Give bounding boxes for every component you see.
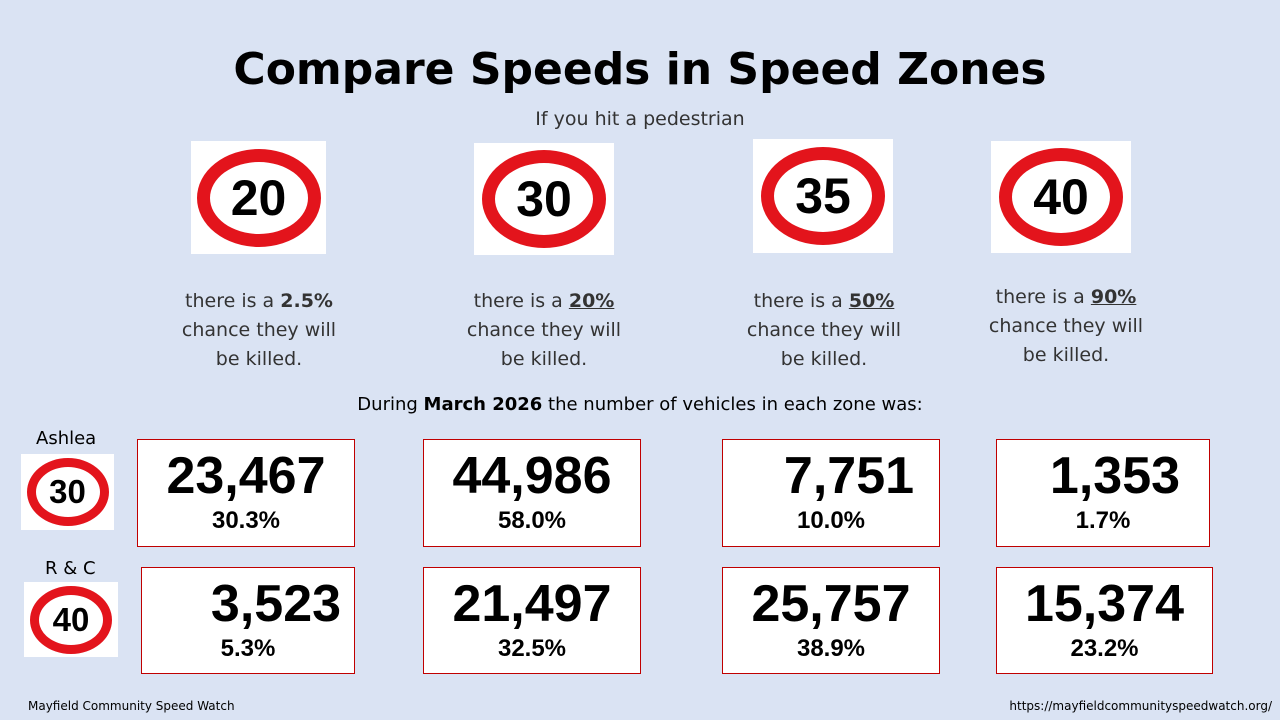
- speed-sign-35-label: 35: [761, 147, 885, 245]
- risk-line3: be killed.: [500, 348, 588, 370]
- count-card: 3,523 5.3%: [141, 567, 355, 674]
- vehicle-count: 23,467: [166, 447, 326, 505]
- vehicle-percent: 23.2%: [1070, 635, 1139, 662]
- speed-sign-20: 20: [191, 141, 326, 254]
- footer-url[interactable]: https://mayfieldcommunityspeedwatch.org/: [1009, 699, 1272, 713]
- count-card: 23,467 30.3%: [137, 439, 355, 547]
- vehicle-count: 15,374: [1024, 575, 1185, 633]
- vehicle-count: 25,757: [751, 575, 911, 633]
- count-card: 7,751 10.0%: [722, 439, 940, 547]
- vehicle-percent: 58.0%: [497, 507, 567, 534]
- risk-value: 2.5%: [280, 290, 333, 312]
- period-suffix: the number of vehicles in each zone was:: [542, 394, 923, 415]
- count-card: 21,497 32.5%: [423, 567, 641, 674]
- risk-text-30: there is a 20% chance they will be kille…: [424, 287, 664, 374]
- vehicle-count: 44,986: [452, 447, 612, 505]
- vehicle-count: 3,523: [210, 575, 342, 633]
- risk-line2: chance they will: [466, 319, 622, 341]
- risk-value: 50%: [848, 290, 895, 312]
- vehicle-percent: 30.3%: [211, 507, 281, 534]
- page-title: Compare Speeds in Speed Zones: [233, 44, 1047, 95]
- zone-sign-ashlea-label: 30: [26, 458, 109, 526]
- subtitle: If you hit a pedestrian: [535, 108, 745, 130]
- vehicle-count: 7,751: [783, 447, 915, 505]
- speed-sign-30-label: 30: [482, 150, 606, 248]
- risk-line2: chance they will: [181, 319, 337, 341]
- zone-label-ashlea: Ashlea: [36, 428, 97, 449]
- speed-sign-30: 30: [474, 143, 614, 255]
- vehicle-percent: 38.9%: [796, 635, 866, 662]
- risk-prefix: there is a: [753, 290, 849, 312]
- zone-sign-r-and-c: 40: [24, 582, 118, 657]
- zone-sign-ashlea: 30: [21, 454, 114, 530]
- speed-sign-40-label: 40: [999, 148, 1123, 246]
- period-prefix: During: [357, 394, 424, 415]
- risk-prefix: there is a: [473, 290, 569, 312]
- vehicle-count: 1,353: [1049, 447, 1181, 505]
- count-card: 44,986 58.0%: [423, 439, 641, 547]
- risk-value: 20%: [568, 290, 615, 312]
- risk-prefix: there is a: [995, 286, 1091, 308]
- risk-line3: be killed.: [215, 348, 303, 370]
- speed-sign-40: 40: [991, 141, 1131, 253]
- period-month: March 2026: [423, 394, 543, 415]
- footer-org-name: Mayfield Community Speed Watch: [28, 699, 235, 713]
- period-heading: During March 2026 the number of vehicles…: [0, 394, 1280, 415]
- count-card: 15,374 23.2%: [996, 567, 1213, 674]
- risk-line3: be killed.: [1022, 344, 1110, 366]
- count-card: 25,757 38.9%: [722, 567, 940, 674]
- speed-sign-20-label: 20: [196, 148, 321, 247]
- zone-sign-r-and-c-label: 40: [30, 585, 112, 654]
- count-card: 1,353 1.7%: [996, 439, 1210, 547]
- speed-sign-35: 35: [753, 139, 893, 253]
- risk-text-40: there is a 90% chance they will be kille…: [946, 283, 1186, 370]
- risk-line2: chance they will: [746, 319, 902, 341]
- vehicle-percent: 10.0%: [796, 507, 866, 534]
- risk-text-20: there is a 2.5% chance they will be kill…: [139, 287, 379, 374]
- zone-label-r-and-c: R & C: [45, 558, 96, 579]
- vehicle-percent: 32.5%: [497, 635, 567, 662]
- vehicle-percent: 1.7%: [1075, 507, 1131, 534]
- risk-value: 90%: [1090, 286, 1137, 308]
- risk-line2: chance they will: [988, 315, 1144, 337]
- vehicle-percent: 5.3%: [220, 635, 276, 662]
- risk-line3: be killed.: [780, 348, 868, 370]
- risk-text-35: there is a 50% chance they will be kille…: [704, 287, 944, 374]
- risk-prefix: there is a: [185, 290, 281, 312]
- vehicle-count: 21,497: [452, 575, 612, 633]
